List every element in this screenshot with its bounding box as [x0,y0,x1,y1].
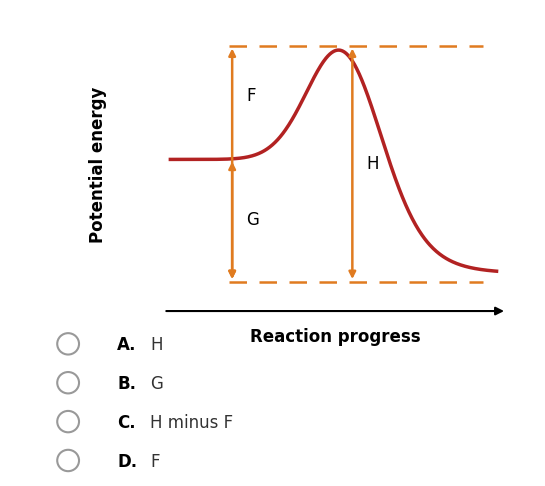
Text: H minus F: H minus F [150,414,233,432]
Text: D.: D. [117,452,137,471]
Text: B.: B. [117,375,136,393]
Text: C.: C. [117,414,136,432]
Text: H: H [366,155,379,173]
Text: G: G [246,211,259,229]
Text: G: G [150,375,163,393]
Text: Potential energy: Potential energy [89,87,107,243]
Text: F: F [150,452,159,471]
Text: H: H [150,336,162,354]
Text: F: F [246,87,256,105]
Text: Reaction progress: Reaction progress [250,328,421,346]
Text: A.: A. [117,336,137,354]
